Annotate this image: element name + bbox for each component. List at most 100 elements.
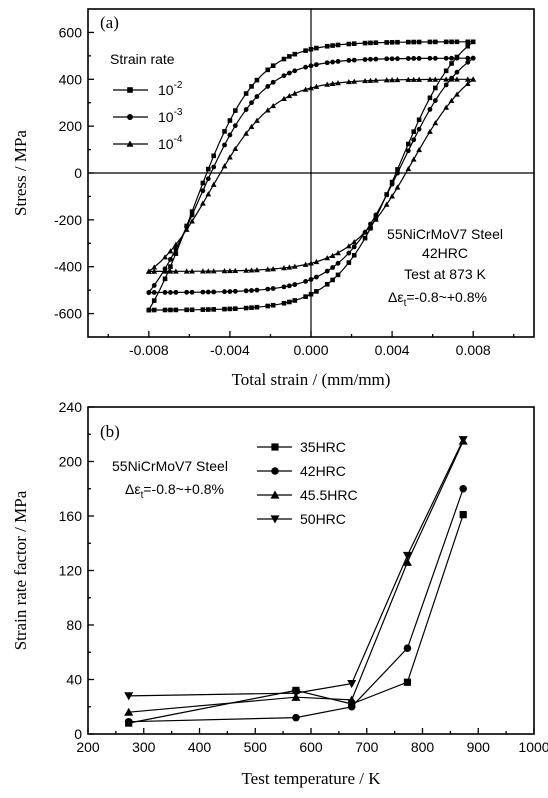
panel-a-data-point	[183, 268, 190, 274]
panel-a-data-point	[449, 39, 454, 45]
panel-a-data-point	[167, 268, 174, 274]
panel-a-data-point	[281, 56, 287, 62]
panel-a-data-point	[151, 290, 157, 295]
panel-a-data-point	[384, 40, 389, 45]
panel-a-data-point	[433, 39, 438, 45]
panel-a-data-point	[449, 55, 454, 61]
panel-b-data-point	[403, 678, 412, 686]
panel-a-data-point	[211, 289, 217, 295]
panel-a-data-point	[449, 61, 454, 66]
panel-a-data-point	[205, 307, 211, 312]
panel-a-data-point	[265, 286, 271, 292]
panel-a-data-point	[394, 76, 401, 83]
panel-a-data-point	[205, 176, 211, 182]
panel-a-data-point	[324, 60, 330, 66]
panel-a-data-point	[210, 181, 217, 187]
panel-a-data-point	[330, 277, 335, 283]
panel-a-data-point	[383, 77, 390, 83]
panel-a-data-point	[373, 212, 379, 218]
panel-a-legend-exponent: -3	[174, 107, 183, 118]
panel-a-data-point	[205, 268, 212, 274]
panel-b-series-line	[128, 439, 464, 697]
panel-b-xtick-label: 300	[132, 739, 156, 755]
panel-b-frame	[87, 406, 535, 735]
panel-a-data-point	[345, 79, 352, 85]
panel-a-data-point	[416, 39, 422, 45]
panel-a-ytick-label: 600	[59, 24, 83, 40]
panel-a-data-point	[227, 267, 233, 274]
panel-a-data-point	[265, 303, 271, 309]
panel-a-xtick-label: -0.008	[129, 342, 169, 358]
panel-a-data-point	[189, 209, 195, 214]
panel-a-data-point	[433, 85, 438, 91]
panel-a-data-point	[189, 289, 195, 295]
panel-a-data-point	[324, 43, 330, 49]
panel-a-data-point	[286, 70, 292, 76]
panel-b-data-point	[402, 551, 412, 561]
panel-a-data-point	[173, 251, 179, 256]
panel-a-data-point	[406, 141, 411, 147]
panel-a-data-point	[410, 156, 417, 162]
panel-b-legend-marker	[270, 490, 280, 499]
panel-b-xtick-label: 600	[299, 739, 323, 755]
panel-a-data-point	[292, 282, 298, 287]
panel-a-data-point	[167, 248, 174, 254]
panel-a-data-point	[168, 264, 173, 269]
panel-a: -0.008 -0.004 0.000 0.004 0.008 -600 -400 -200 0…	[11, 8, 535, 389]
panel-a-data-point	[346, 41, 352, 47]
panel-a-data-point	[232, 123, 238, 129]
panel-a-data-point	[243, 305, 249, 311]
panel-a-data-point	[389, 193, 395, 199]
panel-a-data-point	[394, 184, 401, 190]
panel-a-data-point	[308, 260, 314, 266]
panel-a-data-point	[248, 267, 255, 273]
panel-b-data-point	[124, 707, 134, 716]
panel-a-data-point	[222, 306, 227, 312]
panel-a-data-point	[254, 267, 260, 273]
panel-a-data-point	[345, 243, 352, 249]
panel-a-data-point	[335, 42, 341, 48]
panel-a-legend: Strain rate 10-2 10-3 10-4	[110, 51, 183, 152]
panel-a-data-point	[145, 268, 152, 274]
panel-b-ytick-label: 120	[59, 563, 83, 579]
panel-b-data-point	[124, 717, 133, 726]
panel-a-data-point	[183, 226, 190, 232]
panel-a-data-point	[302, 86, 309, 92]
panel-a-data-point	[168, 256, 173, 262]
panel-a-data-point	[151, 298, 157, 303]
panel-a-legend-exponent: -2	[174, 80, 183, 91]
panel-a-data-point	[324, 81, 331, 87]
panel-a-data-point	[270, 302, 276, 308]
panel-a-data-point	[454, 69, 460, 75]
panel-b-data-point	[124, 692, 134, 701]
panel-a-annotation-line: 55NiCrMoV7 Steel	[387, 226, 503, 242]
panel-a-data-point	[330, 265, 336, 270]
panel-a-data-point	[427, 76, 433, 82]
panel-a-data-point	[367, 77, 374, 83]
panel-b-data-point	[292, 713, 300, 722]
panel-a-data-point	[232, 288, 238, 294]
panel-a-ytick-label: -600	[54, 306, 82, 322]
panel-a-data-point	[308, 46, 314, 52]
panel-a-data-point	[189, 218, 195, 224]
panel-a-data-point	[335, 250, 341, 256]
panel-a-data-point	[211, 307, 216, 312]
panel-a-legend-marker	[127, 114, 133, 120]
panel-b-ytick-label: 200	[59, 454, 83, 470]
panel-a-data-point	[335, 59, 341, 64]
panel-a-data-point	[254, 77, 260, 83]
panel-b-legend-marker	[270, 515, 280, 524]
panel-a-data-point	[281, 300, 287, 306]
panel-a-data-point	[287, 54, 292, 59]
panel-b-data-point	[347, 679, 357, 689]
panel-b-annotation-subscript: t	[141, 490, 144, 501]
panel-a-data-point	[448, 97, 455, 103]
panel-a-data-point	[465, 59, 471, 65]
panel-a-data-point	[303, 48, 308, 53]
panel-b-ytick-label: 40	[66, 672, 82, 688]
panel-a-data-point	[454, 91, 460, 97]
panel-a-data-point	[264, 266, 271, 272]
panel-a-data-point	[411, 129, 417, 134]
panel-a-data-point	[308, 276, 314, 282]
panel-a-data-point	[464, 76, 471, 82]
